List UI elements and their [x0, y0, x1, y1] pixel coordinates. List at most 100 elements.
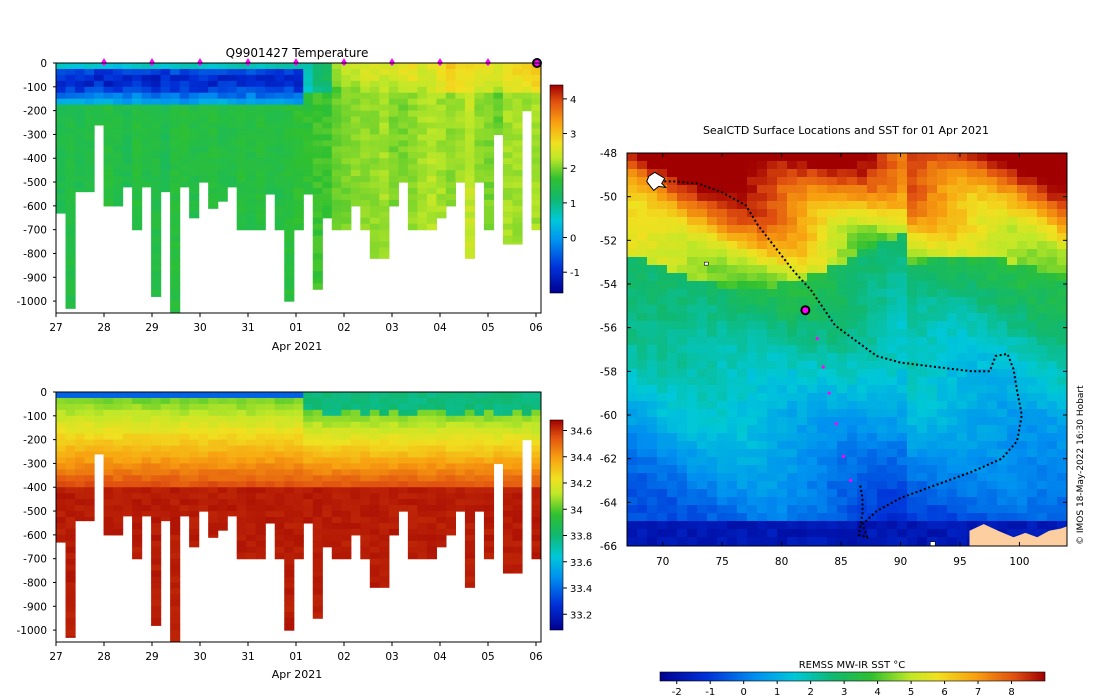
sst-cell [677, 401, 688, 410]
section-cell [426, 110, 437, 118]
section-cell [255, 188, 266, 195]
section-cell [341, 552, 352, 560]
sst-cell [767, 457, 778, 466]
section-cell [274, 211, 285, 219]
sst-cell [787, 169, 798, 178]
sst-cell [857, 353, 868, 362]
section-cell [341, 158, 352, 165]
sst-cell [937, 497, 948, 506]
section-cell [141, 158, 152, 165]
sst-cell [757, 153, 768, 162]
section-cell [122, 158, 133, 165]
sst-cell [797, 473, 808, 482]
sst-cell [647, 337, 658, 346]
sst-cell [877, 209, 888, 218]
section-cell [512, 188, 523, 195]
section-cell [122, 397, 133, 405]
section-cell [350, 74, 361, 82]
section-cell [464, 576, 476, 584]
section-cell [521, 433, 533, 441]
section-cell [455, 493, 466, 500]
section-cell [113, 451, 124, 459]
section-cell [474, 487, 485, 494]
section-cell [132, 546, 143, 554]
section-cell [426, 534, 437, 542]
section-cell [293, 92, 304, 100]
sst-cell [887, 177, 898, 186]
sst-cell [787, 521, 798, 530]
sst-cell [627, 153, 638, 162]
section-cell [531, 68, 541, 76]
section-cell [151, 152, 162, 159]
sst-cell [647, 361, 658, 370]
sst-cell [937, 169, 948, 178]
sst-cell [687, 417, 698, 426]
sst-cell [687, 193, 698, 202]
sst-cell [857, 369, 868, 378]
sst-cell [817, 185, 828, 194]
section-cell [151, 564, 162, 572]
sst-cell [877, 393, 888, 402]
section-cell [455, 397, 466, 405]
section-cell [151, 271, 162, 278]
sst-cell [727, 169, 738, 178]
section-cell [151, 235, 162, 243]
sst-cell [967, 273, 978, 282]
sst-cell [1007, 425, 1018, 434]
sst-cell [1047, 353, 1058, 362]
sst-cell [657, 385, 668, 394]
sst-cell [787, 385, 798, 394]
sst-cell [877, 161, 888, 170]
section-cell [75, 463, 86, 470]
section-cell [436, 505, 447, 512]
section-cell [417, 193, 428, 201]
section-cell [246, 409, 257, 417]
sst-cell [647, 225, 658, 234]
sst-cell [667, 185, 678, 194]
sst-cell [1027, 529, 1038, 538]
sst-cell [817, 417, 828, 426]
section-cell [436, 116, 447, 124]
section-cell [170, 134, 181, 141]
sst-cell [967, 305, 978, 314]
sst-cell [867, 369, 878, 378]
section-cell [303, 451, 314, 459]
section-cell [246, 457, 257, 465]
section-cell [284, 469, 295, 476]
temperature-colorbar [549, 84, 564, 294]
section-cell [113, 469, 124, 476]
sst-cell [1017, 369, 1028, 378]
sst-cell [997, 401, 1008, 410]
section-cell [464, 451, 476, 459]
sst-cell [847, 473, 858, 482]
section-cell [265, 152, 276, 159]
section-cell [132, 92, 143, 100]
sst-cell [857, 529, 868, 538]
sst-cell [837, 153, 848, 162]
sst-cell [997, 457, 1008, 466]
sst-cell [1017, 273, 1028, 282]
section-cell [512, 528, 523, 536]
section-cell [322, 522, 333, 530]
section-cell [56, 170, 67, 177]
section-cell [369, 104, 380, 112]
sst-cell [657, 193, 668, 202]
section-cell [255, 205, 266, 213]
section-cell [360, 499, 371, 506]
sst-cell [1007, 249, 1018, 258]
sst-cell [727, 345, 738, 354]
sst-cell [777, 225, 788, 234]
section-cell [350, 517, 361, 524]
section-cell [312, 247, 323, 255]
section-cell [407, 445, 418, 453]
sst-cell [777, 377, 788, 386]
section-cell [360, 170, 371, 177]
section-cell [341, 140, 352, 147]
section-cell [350, 487, 361, 494]
sst-cell [657, 449, 668, 458]
section-cell [170, 445, 181, 453]
section-cell [379, 409, 390, 417]
section-cell [322, 528, 333, 536]
section-cell [208, 134, 219, 141]
section-cell [322, 92, 333, 100]
